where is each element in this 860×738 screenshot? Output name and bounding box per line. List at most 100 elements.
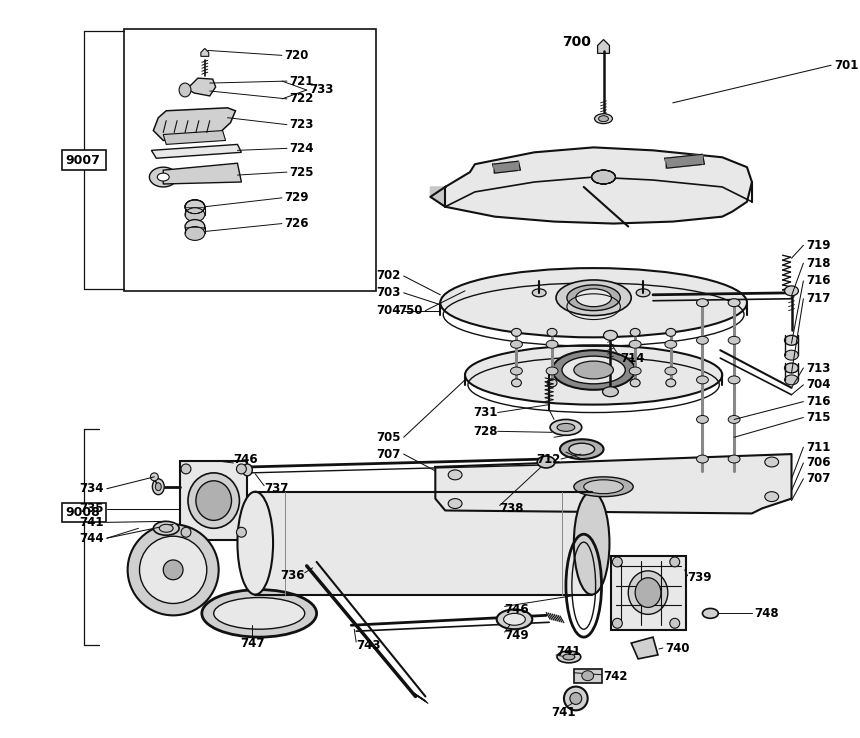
Ellipse shape: [604, 331, 617, 340]
Ellipse shape: [497, 610, 532, 630]
Text: 711: 711: [807, 441, 831, 454]
Ellipse shape: [697, 299, 709, 307]
Text: 702: 702: [377, 269, 401, 283]
Ellipse shape: [546, 367, 558, 375]
Text: 741: 741: [552, 706, 576, 719]
Text: 716: 716: [807, 275, 831, 287]
Text: 714: 714: [620, 351, 645, 365]
Text: 728: 728: [473, 425, 498, 438]
Ellipse shape: [532, 289, 546, 297]
Polygon shape: [435, 454, 791, 514]
Ellipse shape: [156, 483, 162, 491]
Ellipse shape: [159, 524, 173, 532]
Ellipse shape: [784, 351, 798, 360]
Ellipse shape: [562, 356, 625, 384]
Ellipse shape: [697, 337, 709, 344]
Ellipse shape: [670, 618, 679, 628]
Ellipse shape: [546, 340, 558, 348]
Ellipse shape: [636, 578, 660, 607]
Ellipse shape: [511, 340, 522, 348]
Text: 739: 739: [688, 571, 712, 584]
Ellipse shape: [547, 379, 557, 387]
Text: 712: 712: [537, 452, 561, 466]
Text: 725: 725: [289, 165, 313, 179]
Ellipse shape: [665, 340, 677, 348]
Ellipse shape: [697, 376, 709, 384]
Polygon shape: [493, 161, 520, 173]
Ellipse shape: [630, 367, 641, 375]
Ellipse shape: [448, 470, 462, 480]
Text: 703: 703: [377, 286, 401, 300]
Ellipse shape: [728, 337, 740, 344]
Polygon shape: [201, 49, 209, 56]
Polygon shape: [153, 108, 236, 140]
Text: 733: 733: [310, 83, 334, 97]
Polygon shape: [163, 163, 242, 184]
Bar: [574, 669, 601, 683]
Text: 738: 738: [500, 502, 524, 515]
Text: 701: 701: [834, 59, 858, 72]
Text: 735: 735: [79, 502, 104, 515]
Text: 744: 744: [79, 531, 104, 545]
Text: 746: 746: [505, 603, 529, 616]
Ellipse shape: [243, 464, 252, 476]
Ellipse shape: [670, 557, 679, 567]
Text: 722: 722: [289, 92, 313, 106]
Ellipse shape: [599, 116, 609, 122]
Bar: [611, 556, 685, 630]
Text: 748: 748: [754, 607, 778, 620]
Text: 749: 749: [505, 629, 529, 641]
Ellipse shape: [196, 480, 231, 520]
Ellipse shape: [213, 598, 304, 630]
Ellipse shape: [728, 376, 740, 384]
Text: 720: 720: [284, 49, 309, 62]
Ellipse shape: [511, 367, 522, 375]
Text: 704: 704: [807, 379, 831, 391]
Ellipse shape: [179, 83, 191, 97]
Text: 741: 741: [79, 516, 104, 529]
Text: 723: 723: [289, 118, 313, 131]
Bar: [180, 461, 248, 540]
Text: 718: 718: [807, 257, 831, 269]
Ellipse shape: [448, 499, 462, 508]
Ellipse shape: [237, 464, 246, 474]
Text: 743: 743: [356, 638, 381, 652]
Ellipse shape: [465, 345, 722, 404]
Text: 742: 742: [604, 670, 628, 683]
Ellipse shape: [784, 363, 798, 373]
Ellipse shape: [666, 379, 676, 387]
Ellipse shape: [576, 289, 611, 307]
Bar: [62, 503, 106, 523]
Ellipse shape: [728, 299, 740, 307]
Ellipse shape: [629, 570, 668, 614]
Text: 737: 737: [264, 482, 289, 495]
Ellipse shape: [150, 168, 177, 187]
Ellipse shape: [181, 527, 191, 537]
Ellipse shape: [570, 692, 581, 704]
Bar: [124, 29, 376, 291]
Ellipse shape: [630, 340, 641, 348]
Ellipse shape: [440, 268, 747, 337]
Ellipse shape: [703, 608, 718, 618]
Ellipse shape: [765, 492, 778, 502]
Ellipse shape: [557, 651, 580, 663]
Ellipse shape: [574, 477, 633, 497]
Ellipse shape: [550, 419, 581, 435]
Ellipse shape: [139, 537, 206, 604]
Ellipse shape: [512, 379, 521, 387]
Ellipse shape: [237, 492, 273, 595]
Ellipse shape: [603, 387, 618, 397]
Ellipse shape: [666, 328, 676, 337]
Polygon shape: [430, 148, 752, 224]
Text: 713: 713: [807, 362, 831, 374]
Ellipse shape: [202, 590, 316, 637]
Text: 741: 741: [556, 646, 581, 658]
Text: 707: 707: [807, 472, 831, 486]
Text: 704: 704: [376, 304, 401, 317]
Ellipse shape: [556, 280, 631, 316]
Text: 740: 740: [665, 641, 690, 655]
Polygon shape: [151, 145, 242, 158]
Polygon shape: [598, 40, 610, 53]
Ellipse shape: [538, 456, 555, 468]
Ellipse shape: [697, 455, 709, 463]
